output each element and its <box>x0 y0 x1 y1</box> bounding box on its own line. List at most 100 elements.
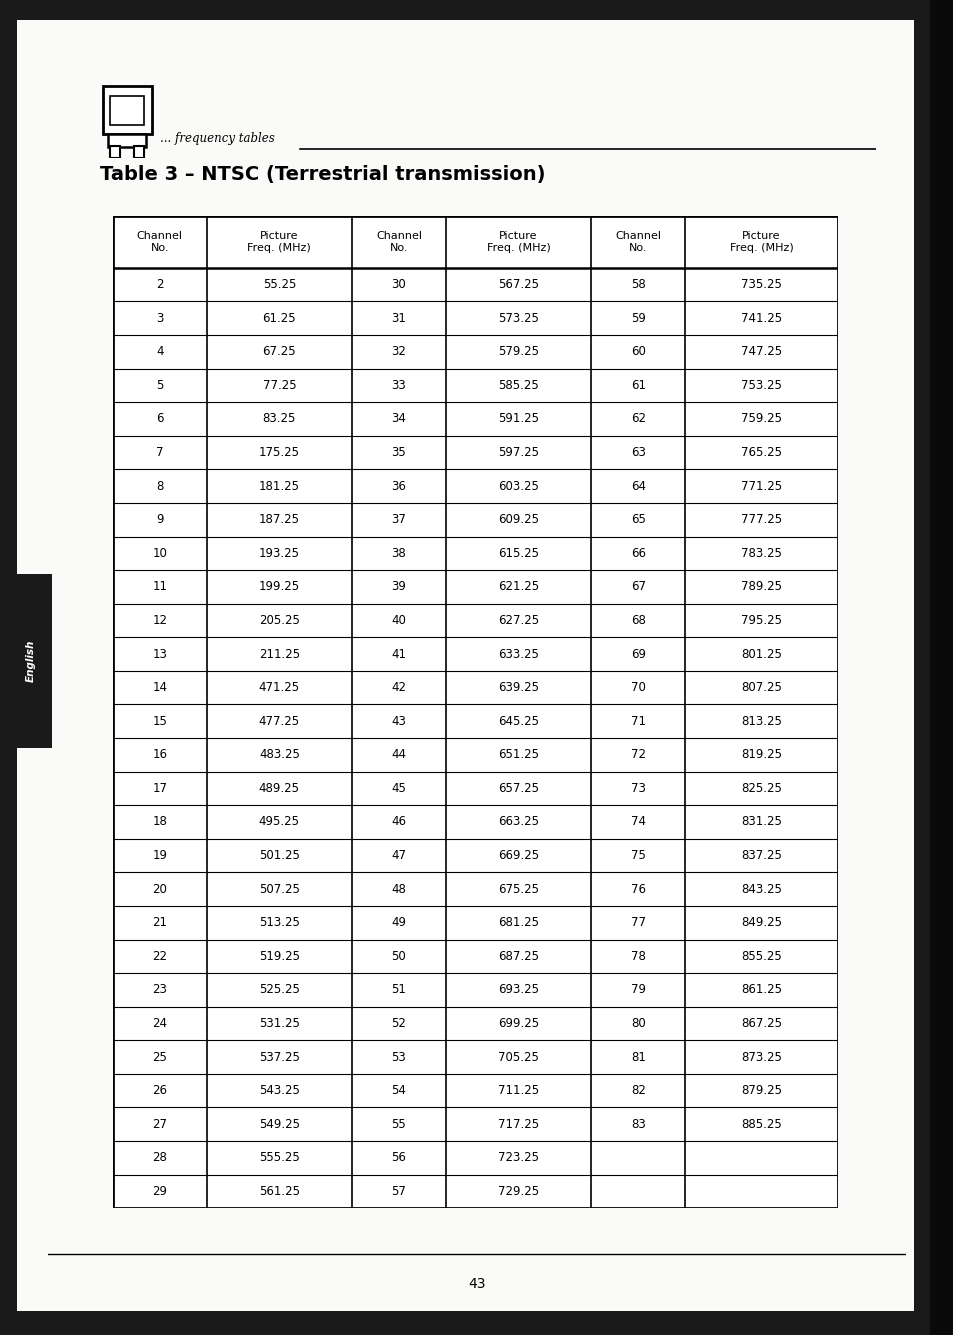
Text: 205.25: 205.25 <box>258 614 299 627</box>
Text: 669.25: 669.25 <box>497 849 538 862</box>
Text: 28: 28 <box>152 1151 167 1164</box>
Text: 80: 80 <box>630 1017 645 1031</box>
Text: 873.25: 873.25 <box>740 1051 781 1064</box>
Text: 645.25: 645.25 <box>497 714 538 728</box>
Text: 879.25: 879.25 <box>740 1084 781 1097</box>
Text: 7: 7 <box>155 446 163 459</box>
Text: 45: 45 <box>391 782 406 794</box>
Text: 861.25: 861.25 <box>740 984 781 996</box>
Bar <box>8 574 52 748</box>
Text: 9: 9 <box>155 513 163 526</box>
Text: 609.25: 609.25 <box>497 513 538 526</box>
Text: 579.25: 579.25 <box>497 346 538 358</box>
Text: 621.25: 621.25 <box>497 581 538 593</box>
Text: 31: 31 <box>391 312 406 324</box>
Text: 24: 24 <box>152 1017 167 1031</box>
Text: 759.25: 759.25 <box>740 413 781 426</box>
Text: 693.25: 693.25 <box>497 984 538 996</box>
Text: 14: 14 <box>152 681 167 694</box>
Text: 711.25: 711.25 <box>497 1084 538 1097</box>
Text: 35: 35 <box>391 446 406 459</box>
Text: 651.25: 651.25 <box>497 749 538 761</box>
Text: 61.25: 61.25 <box>262 312 295 324</box>
Text: 3: 3 <box>156 312 163 324</box>
Text: 16: 16 <box>152 749 167 761</box>
Text: 30: 30 <box>391 278 406 291</box>
Text: 38: 38 <box>391 547 406 559</box>
Text: 735.25: 735.25 <box>740 278 781 291</box>
Text: 46: 46 <box>391 816 406 829</box>
Text: 77.25: 77.25 <box>262 379 295 392</box>
Text: 81: 81 <box>630 1051 645 1064</box>
Text: 53: 53 <box>391 1051 406 1064</box>
Text: 819.25: 819.25 <box>740 749 781 761</box>
Bar <box>110 96 144 125</box>
Text: 66: 66 <box>630 547 645 559</box>
Text: 41: 41 <box>391 647 406 661</box>
Text: 65: 65 <box>630 513 645 526</box>
Text: 17: 17 <box>152 782 167 794</box>
Text: 211.25: 211.25 <box>258 647 299 661</box>
Text: 39: 39 <box>391 581 406 593</box>
Text: 181.25: 181.25 <box>258 479 299 493</box>
Text: 22: 22 <box>152 949 167 963</box>
Text: 27: 27 <box>152 1117 167 1131</box>
Text: 489.25: 489.25 <box>258 782 299 794</box>
Text: 83.25: 83.25 <box>262 413 295 426</box>
Text: Channel
No.: Channel No. <box>136 231 183 252</box>
Text: 753.25: 753.25 <box>740 379 781 392</box>
Text: Table 3 – NTSC (Terrestrial transmission): Table 3 – NTSC (Terrestrial transmission… <box>100 164 545 184</box>
Text: 37: 37 <box>391 513 406 526</box>
Bar <box>109 135 146 147</box>
Text: 705.25: 705.25 <box>497 1051 538 1064</box>
Text: 67: 67 <box>630 581 645 593</box>
Text: 543.25: 543.25 <box>258 1084 299 1097</box>
Text: 51: 51 <box>391 984 406 996</box>
Text: 79: 79 <box>630 984 645 996</box>
Text: 43: 43 <box>468 1276 485 1291</box>
Text: 825.25: 825.25 <box>740 782 781 794</box>
Text: 8: 8 <box>156 479 163 493</box>
Text: 61: 61 <box>630 379 645 392</box>
Text: 777.25: 777.25 <box>740 513 781 526</box>
Text: 807.25: 807.25 <box>740 681 781 694</box>
Text: 32: 32 <box>391 346 406 358</box>
Text: 58: 58 <box>630 278 645 291</box>
Text: 885.25: 885.25 <box>740 1117 781 1131</box>
Text: 34: 34 <box>391 413 406 426</box>
Text: 71: 71 <box>630 714 645 728</box>
Text: 2: 2 <box>155 278 163 291</box>
Text: 477.25: 477.25 <box>258 714 299 728</box>
Text: 6: 6 <box>155 413 163 426</box>
Text: 57: 57 <box>391 1185 406 1197</box>
Text: 78: 78 <box>630 949 645 963</box>
Text: 187.25: 187.25 <box>258 513 299 526</box>
Text: 537.25: 537.25 <box>258 1051 299 1064</box>
Text: 63: 63 <box>630 446 645 459</box>
Text: 83: 83 <box>630 1117 645 1131</box>
Text: 855.25: 855.25 <box>740 949 781 963</box>
Text: 495.25: 495.25 <box>258 816 299 829</box>
Bar <box>103 87 152 135</box>
Text: 849.25: 849.25 <box>740 916 781 929</box>
Text: 717.25: 717.25 <box>497 1117 538 1131</box>
Text: 68: 68 <box>630 614 645 627</box>
Text: 585.25: 585.25 <box>497 379 538 392</box>
Text: 29: 29 <box>152 1185 167 1197</box>
Text: Channel
No.: Channel No. <box>615 231 660 252</box>
Bar <box>110 146 120 158</box>
Text: 67.25: 67.25 <box>262 346 295 358</box>
Text: 20: 20 <box>152 882 167 896</box>
Text: 44: 44 <box>391 749 406 761</box>
Text: 627.25: 627.25 <box>497 614 538 627</box>
Text: 62: 62 <box>630 413 645 426</box>
Text: 23: 23 <box>152 984 167 996</box>
Text: 19: 19 <box>152 849 167 862</box>
Text: 77: 77 <box>630 916 645 929</box>
Text: 483.25: 483.25 <box>258 749 299 761</box>
Text: 193.25: 193.25 <box>258 547 299 559</box>
Text: 21: 21 <box>152 916 167 929</box>
Text: 82: 82 <box>630 1084 645 1097</box>
Text: 657.25: 657.25 <box>497 782 538 794</box>
Text: 48: 48 <box>391 882 406 896</box>
